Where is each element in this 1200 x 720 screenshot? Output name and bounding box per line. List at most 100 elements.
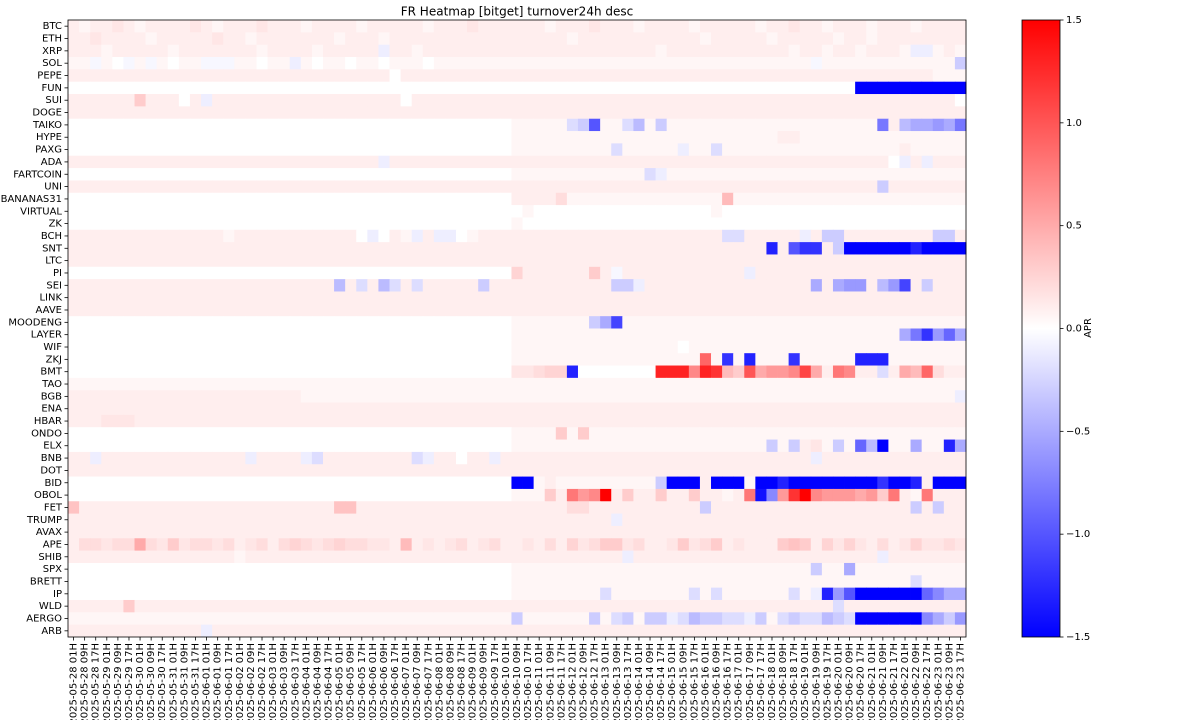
heatmap-cell bbox=[910, 612, 923, 626]
heatmap-cell bbox=[566, 168, 579, 181]
heatmap-cell bbox=[156, 303, 169, 317]
heatmap-cell bbox=[145, 143, 158, 157]
heatmap-cell bbox=[810, 229, 823, 243]
heatmap-cell bbox=[832, 32, 845, 46]
x-tick-label: 2025-06-14 17H bbox=[656, 643, 667, 720]
heatmap-cell bbox=[832, 20, 845, 33]
heatmap-cell bbox=[522, 624, 535, 638]
heatmap-cell bbox=[356, 291, 368, 305]
heatmap-cell bbox=[267, 106, 280, 120]
heatmap-cell bbox=[411, 242, 424, 255]
heatmap-cell bbox=[234, 377, 246, 391]
heatmap-cell bbox=[223, 131, 235, 144]
heatmap-cell bbox=[367, 414, 379, 428]
heatmap-cell bbox=[278, 513, 291, 527]
heatmap-cell bbox=[201, 488, 213, 502]
heatmap-cell bbox=[256, 624, 268, 638]
heatmap-cell bbox=[422, 353, 435, 366]
heatmap-cell bbox=[79, 340, 91, 354]
heatmap-cell bbox=[68, 377, 80, 391]
heatmap-cell bbox=[411, 192, 424, 206]
heatmap-cell bbox=[201, 365, 213, 379]
heatmap-cell bbox=[500, 538, 512, 552]
heatmap-cell bbox=[744, 550, 756, 564]
heatmap-cell bbox=[145, 439, 158, 453]
heatmap-cell bbox=[954, 57, 967, 70]
heatmap-cell bbox=[633, 501, 645, 514]
heatmap-cell bbox=[489, 32, 501, 46]
heatmap-cell bbox=[688, 599, 701, 613]
heatmap-cell bbox=[644, 254, 656, 268]
heatmap-cell bbox=[943, 192, 956, 206]
heatmap-cell bbox=[500, 414, 512, 428]
heatmap-cell bbox=[633, 291, 645, 305]
heatmap-cell bbox=[112, 242, 124, 255]
heatmap-cell bbox=[400, 279, 413, 292]
heatmap-cell bbox=[910, 575, 923, 589]
heatmap-cell bbox=[622, 168, 634, 181]
heatmap-cell bbox=[201, 20, 213, 33]
heatmap-cell bbox=[489, 20, 501, 33]
x-tick-label: 2025-06-05 01H bbox=[335, 643, 346, 720]
heatmap-cell bbox=[123, 414, 135, 428]
heatmap-cell bbox=[212, 81, 224, 95]
heatmap-cell bbox=[744, 390, 756, 403]
heatmap-cell bbox=[467, 254, 479, 268]
heatmap-cell bbox=[799, 390, 812, 403]
heatmap-cell bbox=[533, 501, 546, 514]
heatmap-cell bbox=[866, 303, 878, 317]
heatmap-cell bbox=[489, 624, 501, 638]
x-tick-label: 2025-06-05 17H bbox=[357, 643, 368, 720]
heatmap-cell bbox=[899, 20, 911, 33]
heatmap-cell bbox=[345, 192, 357, 206]
heatmap-cell bbox=[189, 81, 202, 95]
heatmap-cell bbox=[611, 205, 623, 218]
x-tick-label: 2025-06-13 01H bbox=[601, 643, 612, 720]
x-tick-label: 2025-05-29 09H bbox=[113, 643, 124, 720]
heatmap-cell bbox=[123, 501, 135, 514]
heatmap-cell bbox=[611, 377, 623, 391]
heatmap-cell bbox=[699, 624, 712, 638]
heatmap-cell bbox=[533, 451, 546, 465]
heatmap-cell bbox=[633, 279, 645, 292]
heatmap-cell bbox=[367, 155, 379, 169]
heatmap-cell bbox=[489, 587, 501, 601]
heatmap-cell bbox=[799, 118, 812, 132]
heatmap-cell bbox=[699, 291, 712, 305]
heatmap-cell bbox=[733, 69, 745, 83]
heatmap-cell bbox=[444, 562, 457, 576]
heatmap-cell bbox=[932, 402, 945, 416]
x-tick-label: 2025-06-06 09H bbox=[379, 643, 390, 720]
heatmap-cell bbox=[234, 155, 246, 169]
heatmap-cell bbox=[943, 451, 956, 465]
heatmap-cell bbox=[378, 501, 390, 514]
heatmap-cell bbox=[733, 427, 745, 440]
heatmap-cell bbox=[322, 106, 335, 120]
heatmap-cell bbox=[234, 501, 246, 514]
heatmap-cell bbox=[245, 279, 257, 292]
heatmap-cell bbox=[921, 365, 934, 379]
heatmap-cell bbox=[300, 192, 313, 206]
heatmap-cell bbox=[444, 205, 457, 218]
heatmap-cell bbox=[123, 180, 135, 194]
y-tick-label: WLD bbox=[39, 601, 62, 612]
heatmap-cell bbox=[444, 390, 457, 403]
heatmap-cell bbox=[832, 414, 845, 428]
heatmap-cell bbox=[189, 402, 202, 416]
heatmap-cell bbox=[345, 377, 357, 391]
heatmap-cell bbox=[954, 599, 967, 613]
heatmap-cell bbox=[533, 328, 546, 342]
heatmap-cell bbox=[855, 180, 867, 194]
heatmap-cell bbox=[500, 587, 512, 601]
heatmap-cell bbox=[489, 328, 501, 342]
heatmap-cell bbox=[267, 20, 280, 33]
heatmap-cell bbox=[201, 254, 213, 268]
heatmap-cell bbox=[278, 525, 291, 539]
heatmap-cell bbox=[844, 390, 856, 403]
heatmap-cell bbox=[755, 291, 767, 305]
heatmap-cell bbox=[245, 229, 257, 243]
heatmap-cell bbox=[877, 599, 889, 613]
heatmap-cell bbox=[234, 229, 246, 243]
heatmap-cell bbox=[877, 32, 889, 46]
heatmap-cell bbox=[533, 427, 546, 440]
